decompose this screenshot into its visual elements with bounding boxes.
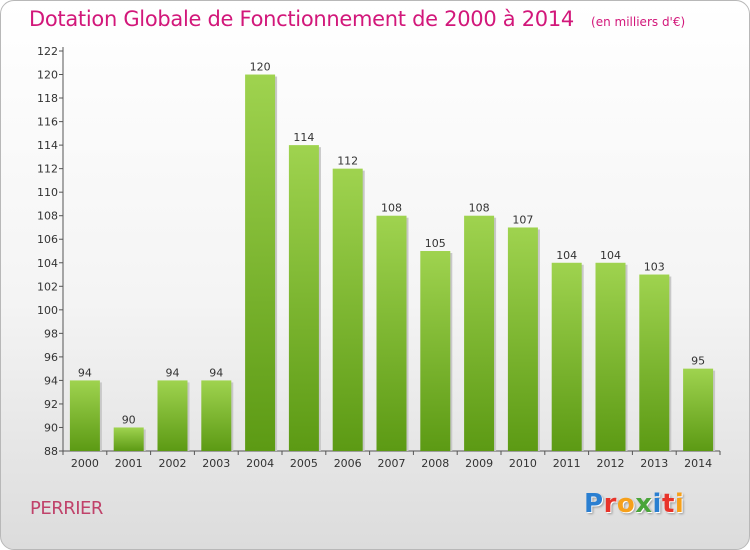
bar	[551, 262, 582, 451]
chart-title-row: Dotation Globale de Fonctionnement de 20…	[29, 7, 685, 31]
chart-title: Dotation Globale de Fonctionnement de 20…	[29, 7, 574, 31]
y-tick-label: 114	[37, 139, 58, 152]
bar	[683, 368, 714, 451]
bar	[464, 215, 495, 451]
y-tick-label: 90	[44, 421, 58, 434]
bar	[288, 145, 319, 451]
bar	[69, 380, 100, 451]
x-tick-label: 2010	[509, 457, 537, 470]
x-tick-label: 2013	[640, 457, 668, 470]
y-tick-label: 88	[44, 445, 58, 458]
logo-letter: o	[616, 489, 636, 519]
x-tick-label: 2000	[71, 457, 99, 470]
y-tick-label: 116	[37, 116, 58, 129]
bar	[639, 274, 670, 451]
y-tick-label: 112	[37, 163, 58, 176]
x-tick-label: 2009	[465, 457, 493, 470]
value-label: 107	[512, 213, 533, 226]
y-tick-label: 106	[37, 233, 58, 246]
y-tick-label: 102	[37, 280, 58, 293]
x-tick-label: 2008	[421, 457, 449, 470]
x-tick-label: 2001	[115, 457, 143, 470]
value-label: 103	[644, 261, 665, 274]
value-label: 114	[293, 131, 314, 144]
y-tick-label: 94	[44, 374, 58, 387]
bar	[595, 262, 626, 451]
logo-letter: x	[635, 489, 653, 519]
value-label: 108	[469, 202, 490, 215]
y-tick-label: 104	[37, 257, 58, 270]
value-label: 95	[691, 355, 705, 368]
logo-letter: r	[603, 489, 617, 519]
x-tick-label: 2012	[597, 457, 625, 470]
y-tick-label: 96	[44, 351, 58, 364]
x-tick-label: 2002	[159, 457, 187, 470]
y-tick-label: 98	[44, 327, 58, 340]
x-tick-label: 2004	[246, 457, 274, 470]
x-tick-label: 2005	[290, 457, 318, 470]
value-label: 104	[556, 249, 577, 262]
y-tick-label: 122	[37, 45, 58, 58]
x-tick-label: 2006	[334, 457, 362, 470]
chart-unit: (en milliers d'€)	[591, 15, 686, 29]
y-tick-label: 120	[37, 69, 58, 82]
bar	[113, 427, 144, 451]
bar	[157, 380, 188, 451]
value-label: 104	[600, 249, 621, 262]
bar	[332, 168, 363, 451]
y-tick-label: 108	[37, 210, 58, 223]
bar	[507, 227, 538, 451]
x-tick-label: 2014	[684, 457, 712, 470]
value-label: 112	[337, 155, 358, 168]
logo-letter: t	[661, 489, 675, 519]
proxiti-logo: Proxiti	[584, 489, 684, 519]
value-label: 94	[78, 366, 92, 379]
value-label: 94	[209, 366, 223, 379]
x-tick-label: 2003	[202, 457, 230, 470]
bar	[201, 380, 232, 451]
value-label: 120	[250, 61, 271, 74]
value-label: 94	[166, 366, 180, 379]
x-tick-label: 2007	[378, 457, 406, 470]
x-tick-label: 2011	[553, 457, 581, 470]
value-label: 108	[381, 202, 402, 215]
bar	[376, 215, 407, 451]
logo-letter: i	[652, 489, 662, 519]
bar	[245, 74, 276, 451]
y-tick-label: 92	[44, 398, 58, 411]
value-label: 90	[122, 413, 136, 426]
value-label: 105	[425, 237, 446, 250]
y-tick-label: 118	[37, 92, 58, 105]
y-tick-label: 110	[37, 186, 58, 199]
bar	[420, 251, 451, 451]
logo-letter: P	[584, 489, 604, 519]
logo-letter: i	[674, 489, 685, 519]
commune-name: PERRIER	[30, 498, 103, 519]
y-tick-label: 100	[37, 304, 58, 317]
